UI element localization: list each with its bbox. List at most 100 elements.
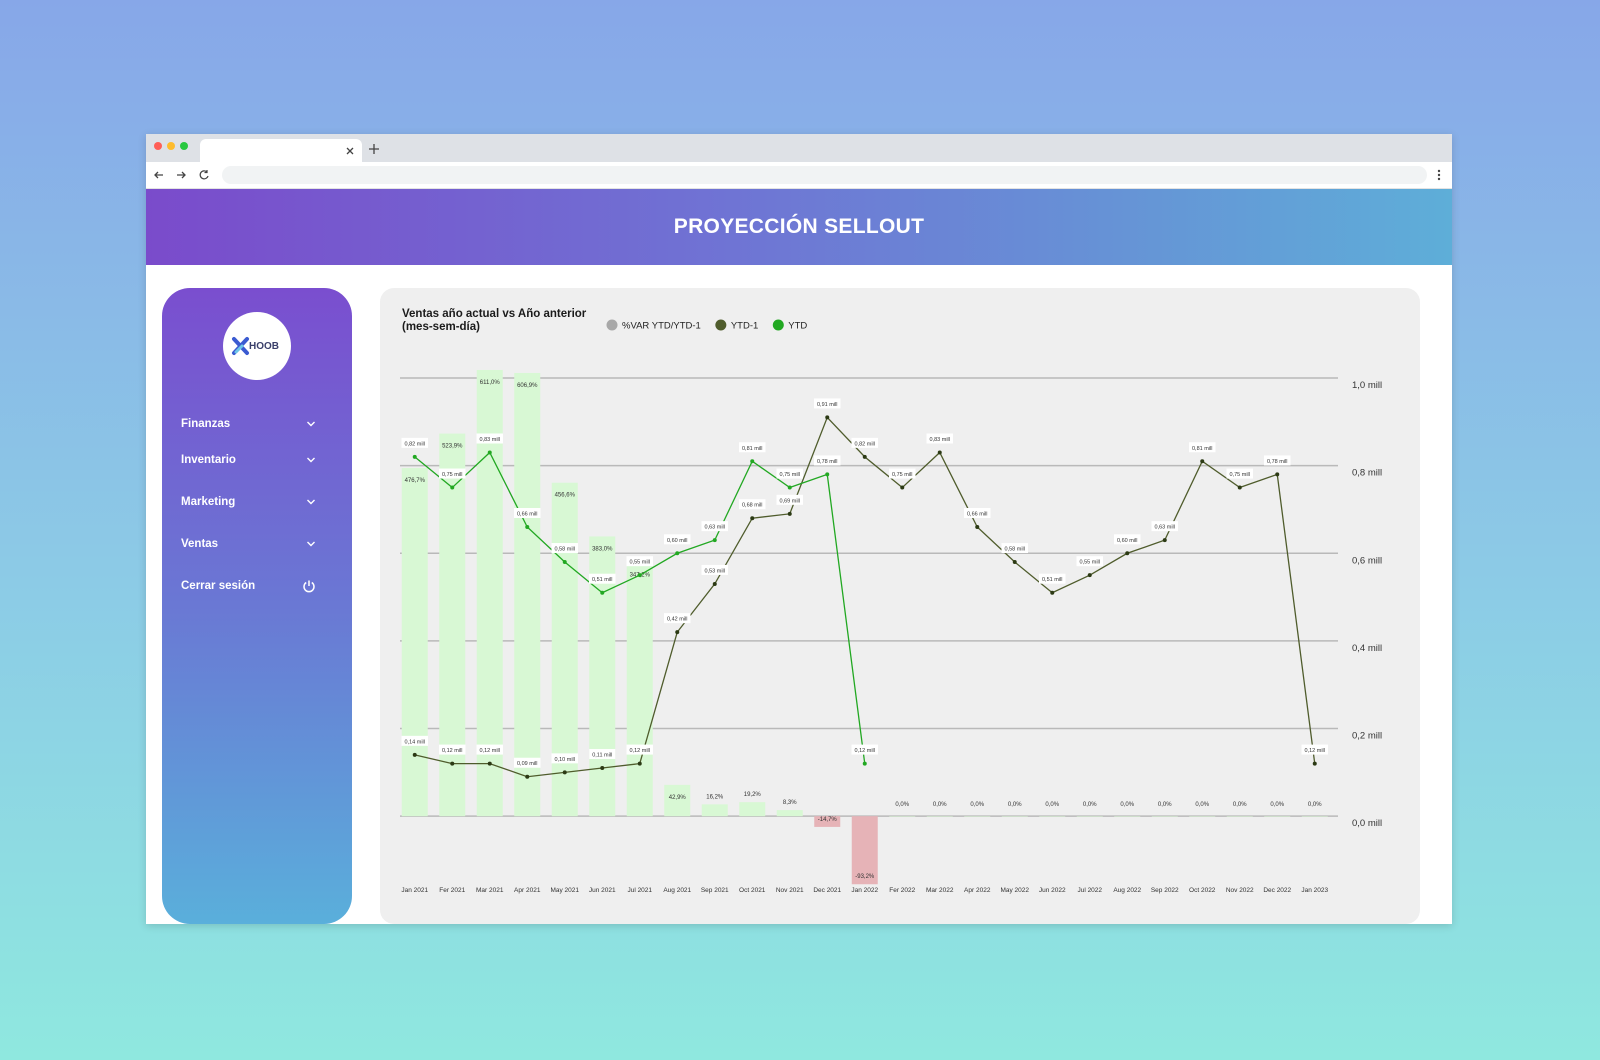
- line-value-label: 0,75 mill: [1226, 468, 1253, 479]
- line-value-label: 0,51 mill: [589, 573, 616, 584]
- address-bar[interactable]: [222, 166, 1427, 184]
- line-value-label: 0,82 mill: [851, 437, 878, 448]
- line-value-label: 0,14 mill: [401, 735, 428, 746]
- line-value-text: 0,81 mill: [1192, 446, 1212, 452]
- x-tick-label: Jan 2022: [851, 887, 878, 894]
- minimize-dot[interactable]: [167, 142, 175, 150]
- line-point: [712, 538, 717, 543]
- close-dot[interactable]: [154, 142, 162, 150]
- line-point: [562, 560, 567, 565]
- line-value-label: 0,11 mill: [589, 748, 616, 759]
- tab-close-icon[interactable]: [345, 146, 355, 156]
- menu-item[interactable]: Cerrar sesión: [181, 576, 316, 596]
- line-value-text: 0,63 mill: [705, 525, 725, 531]
- x-tick-label: Jan 2021: [401, 887, 428, 894]
- line-value-label: 0,81 mill: [739, 442, 766, 453]
- legend-label: YTD: [788, 321, 807, 332]
- label-box: [439, 744, 466, 755]
- x-tick-label: Fer 2021: [439, 887, 465, 894]
- line-point: [412, 752, 417, 757]
- menu-label[interactable]: Ventas: [181, 538, 219, 550]
- line-value-text: 0,53 mill: [705, 568, 725, 574]
- address-row: [146, 162, 1452, 189]
- menu-label[interactable]: Cerrar sesión: [181, 580, 256, 592]
- chevron-icon[interactable]: [306, 498, 316, 506]
- bar-value-label: 476,7%: [405, 478, 426, 484]
- line-value-label: 0,12 mill: [476, 744, 503, 755]
- menu-item[interactable]: Marketing: [181, 492, 316, 512]
- x-tick-label: Mar 2021: [476, 887, 504, 894]
- line-point: [487, 450, 492, 455]
- y2-tick-label: 0,8 mill: [1352, 468, 1382, 479]
- label-box: [551, 543, 578, 554]
- chart-card: Ventas año actual vs Año anterior (mes-s…: [380, 288, 1420, 924]
- label-box: [664, 613, 691, 624]
- new-tab-icon[interactable]: [368, 143, 380, 155]
- x-tick-label: Apr 2021: [514, 887, 541, 894]
- bar: [439, 433, 466, 817]
- label-box: [1001, 543, 1028, 554]
- line-value-label: 0,58 mill: [551, 543, 578, 554]
- line-value-text: 0,55 mill: [630, 560, 650, 566]
- line-point: [450, 761, 455, 766]
- label-box: [589, 573, 616, 584]
- back-icon[interactable]: [154, 171, 163, 179]
- label-box: [814, 455, 841, 466]
- line-value-label: 0,60 mill: [664, 534, 691, 545]
- label-box: [964, 507, 991, 518]
- bar-value-label: 0,0%: [1045, 802, 1059, 808]
- menu-label[interactable]: Inventario: [181, 454, 236, 466]
- bar: [626, 562, 653, 817]
- line-value-label: 0,12 mill: [439, 744, 466, 755]
- label-box: [701, 564, 728, 575]
- line-point: [1312, 761, 1317, 766]
- bar: [964, 816, 991, 817]
- forward-icon[interactable]: [177, 171, 186, 179]
- line-value-text: 0,12 mill: [1305, 748, 1325, 754]
- line-point: [1200, 459, 1205, 464]
- line-value-label: 0,12 mill: [1301, 744, 1328, 755]
- line-value-text: 0,42 mill: [667, 617, 687, 623]
- label-box: [776, 468, 803, 479]
- line-value-text: 0,66 mill: [967, 511, 987, 517]
- x-tick-label: Apr 2022: [964, 887, 991, 894]
- bar: [851, 816, 878, 885]
- x-tick-label: Mar 2022: [926, 887, 954, 894]
- line-point: [1012, 560, 1017, 565]
- label-box: [701, 521, 728, 532]
- line-value-label: 0,68 mill: [739, 499, 766, 510]
- line-point: [825, 472, 830, 477]
- line-value-text: 0,91 mill: [817, 402, 837, 408]
- y2-tick-label: 1,0 mill: [1352, 380, 1382, 391]
- chevron-icon[interactable]: [306, 456, 316, 464]
- line-point: [825, 415, 830, 420]
- maximize-dot[interactable]: [180, 142, 188, 150]
- menu-item[interactable]: Finanzas: [181, 414, 316, 434]
- menu-item[interactable]: Inventario: [181, 450, 316, 470]
- line-value-label: 0,66 mill: [514, 507, 541, 518]
- x-tick-label: Oct 2022: [1189, 887, 1216, 894]
- power-icon[interactable]: [302, 579, 316, 593]
- menu-item[interactable]: Ventas: [181, 534, 316, 554]
- line-point: [900, 485, 905, 490]
- chevron-icon[interactable]: [306, 540, 316, 548]
- x-tick-label: Sep 2022: [1151, 887, 1179, 894]
- window-controls: [154, 142, 188, 150]
- menu-icon[interactable]: [1436, 168, 1442, 182]
- browser-tab[interactable]: [200, 139, 362, 162]
- app-header: PROYECCIÓN SELLOUT: [146, 189, 1452, 265]
- chevron-icon[interactable]: [306, 420, 316, 428]
- line-value-label: 0,83 mill: [926, 433, 953, 444]
- label-box: [926, 433, 953, 444]
- line-value-label: 0,10 mill: [551, 753, 578, 764]
- label-box: [814, 398, 841, 409]
- reload-icon[interactable]: [199, 170, 209, 180]
- line-value-label: 0,12 mill: [626, 744, 653, 755]
- menu-label[interactable]: Finanzas: [181, 418, 231, 430]
- label-box: [664, 534, 691, 545]
- line-value-label: 0,91 mill: [814, 398, 841, 409]
- label-box: [1226, 468, 1253, 479]
- label-box: [776, 494, 803, 505]
- menu-label[interactable]: Marketing: [181, 496, 236, 508]
- label-box: [589, 748, 616, 759]
